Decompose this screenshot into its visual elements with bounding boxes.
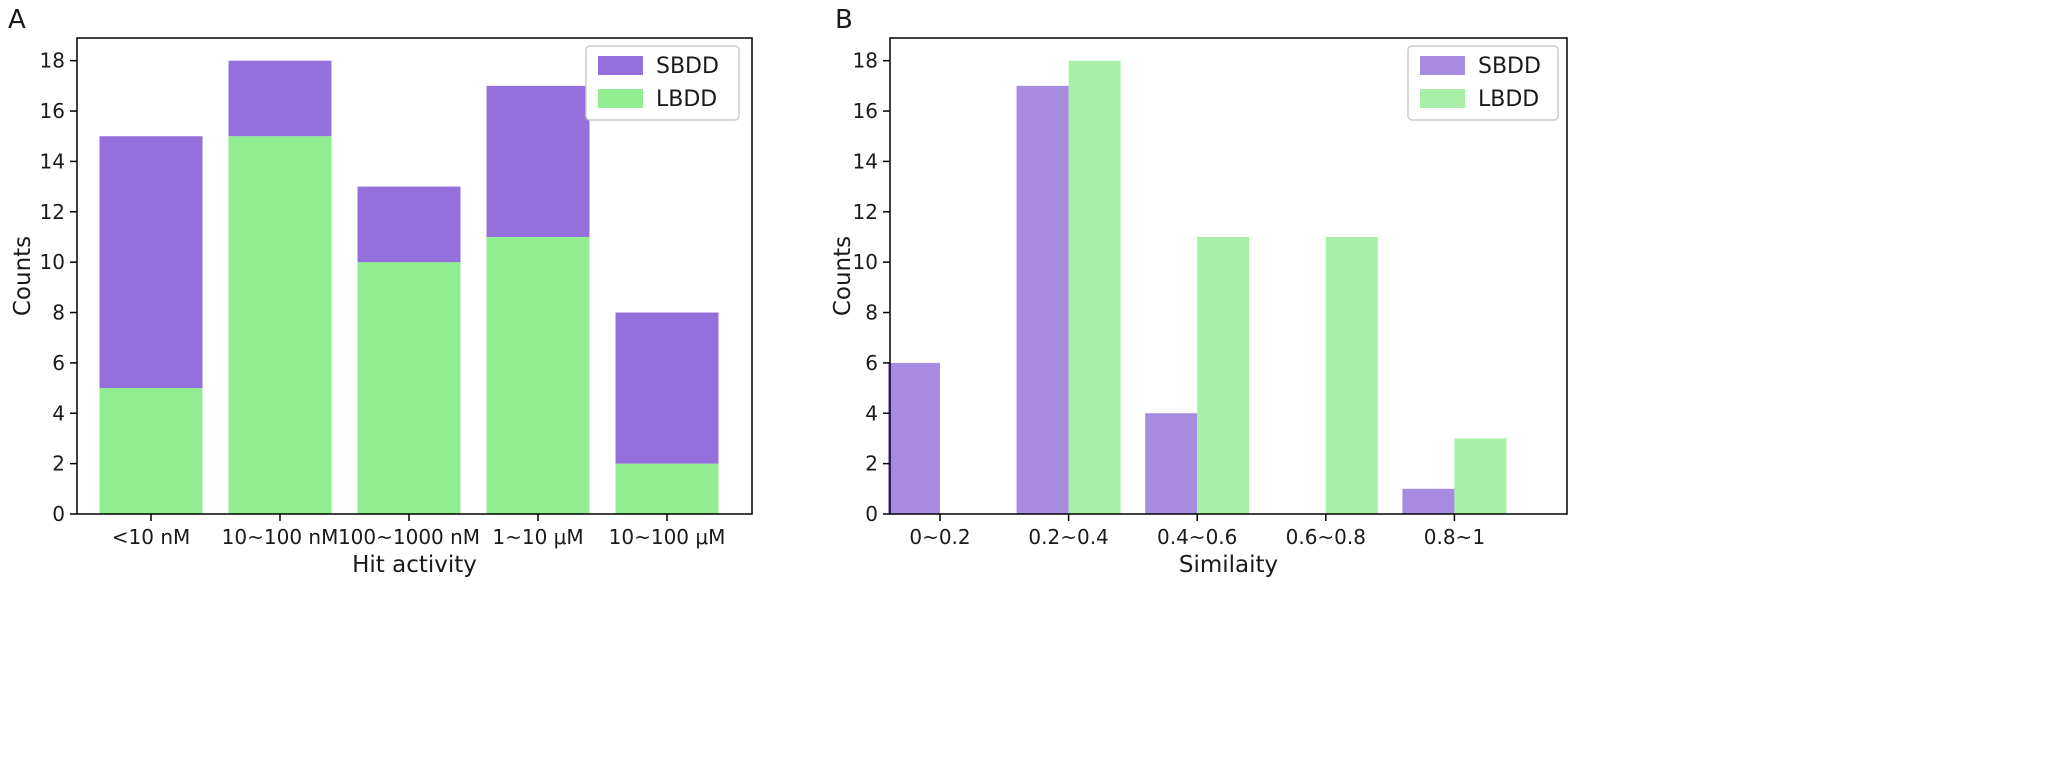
bar-lbdd-3 [486, 236, 590, 515]
bar-sbdd-0 [99, 136, 203, 389]
x-tick-label: 1~10 μM [492, 525, 583, 549]
legend: SBDD LBDD [1407, 45, 1559, 121]
legend-label: LBDD [1478, 87, 1539, 112]
x-tick-label: 10~100 nM [222, 525, 339, 549]
y-tick-label: 18 [853, 49, 878, 73]
x-axis-label: Hit activity [352, 552, 477, 578]
bar-sbdd-4 [615, 312, 719, 464]
x-tick-label: 0.8~1 [1424, 525, 1485, 549]
y-tick-label: 18 [40, 49, 65, 73]
legend-swatch-lbdd [1420, 89, 1465, 108]
bar-sbdd-0 [888, 362, 940, 514]
legend-label: LBDD [656, 87, 717, 112]
y-tick-label: 4 [52, 401, 65, 425]
bar-sbdd-3 [486, 85, 590, 237]
legend-swatch-lbdd [598, 89, 643, 108]
y-tick-label: 10 [40, 250, 65, 274]
bar-sbdd-1 [228, 60, 332, 137]
legend-label: SBDD [1478, 54, 1541, 79]
y-tick-label: 4 [865, 401, 878, 425]
bar-lbdd-4 [1454, 438, 1507, 514]
plot-frame [889, 37, 1568, 515]
bar-sbdd-2 [1145, 413, 1198, 514]
x-tick-label: 100~1000 nM [338, 525, 480, 549]
bar-lbdd-2 [357, 262, 461, 514]
y-tick-label: 8 [865, 301, 878, 325]
y-tick-label: 6 [52, 351, 65, 375]
y-tick-label: 14 [853, 149, 878, 173]
bar-lbdd-1 [228, 136, 332, 514]
bar-lbdd-2 [1197, 236, 1250, 515]
y-tick-label: 2 [52, 452, 65, 476]
x-tick-label: 0~0.2 [909, 525, 970, 549]
y-axis-label: Counts [830, 236, 856, 316]
x-axis-label: Similaity [1179, 552, 1278, 578]
y-tick-label: 10 [853, 250, 878, 274]
x-tick-label: 0.2~0.4 [1028, 525, 1108, 549]
legend-swatch-sbdd [598, 56, 643, 75]
y-tick-label: 0 [865, 502, 878, 526]
panel-a: A <10 nM 10~100 nM 100~1000 nM 1~10 μM 10~100… [8, 5, 753, 578]
x-tick-label: 0.6~0.8 [1286, 525, 1366, 549]
y-tick-label: 14 [40, 149, 65, 173]
panel-b: B 0~0.2 0.2~0.4 0.4~0.6 0.6~0.8 0.8~1 0 2 4 6 8 10 1… [830, 5, 1568, 578]
bar-lbdd-3 [1325, 236, 1378, 515]
legend-label: SBDD [656, 54, 719, 79]
panel-label: A [8, 5, 26, 35]
x-tick-label: <10 nM [112, 525, 191, 549]
y-tick-label: 16 [853, 99, 878, 123]
bar-sbdd-2 [357, 186, 461, 263]
y-tick-label: 2 [865, 452, 878, 476]
legend-swatch-sbdd [1420, 56, 1465, 75]
plot-frame [76, 37, 753, 515]
bar-lbdd-0 [99, 388, 203, 514]
x-tick-label: 0.4~0.6 [1157, 525, 1237, 549]
y-tick-label: 0 [52, 502, 65, 526]
bar-lbdd-4 [615, 463, 719, 514]
bar-lbdd-1 [1068, 60, 1121, 515]
y-tick-label: 6 [865, 351, 878, 375]
y-tick-label: 8 [52, 301, 65, 325]
y-axis-label: Counts [10, 236, 36, 316]
y-tick-label: 12 [853, 200, 878, 224]
y-tick-label: 16 [40, 99, 65, 123]
x-tick-label: 10~100 μM [609, 525, 726, 549]
bar-sbdd-4 [1402, 488, 1455, 514]
panel-label: B [835, 5, 853, 35]
bar-sbdd-1 [1016, 85, 1069, 514]
y-tick-label: 12 [40, 200, 65, 224]
legend: SBDD LBDD [585, 45, 740, 121]
